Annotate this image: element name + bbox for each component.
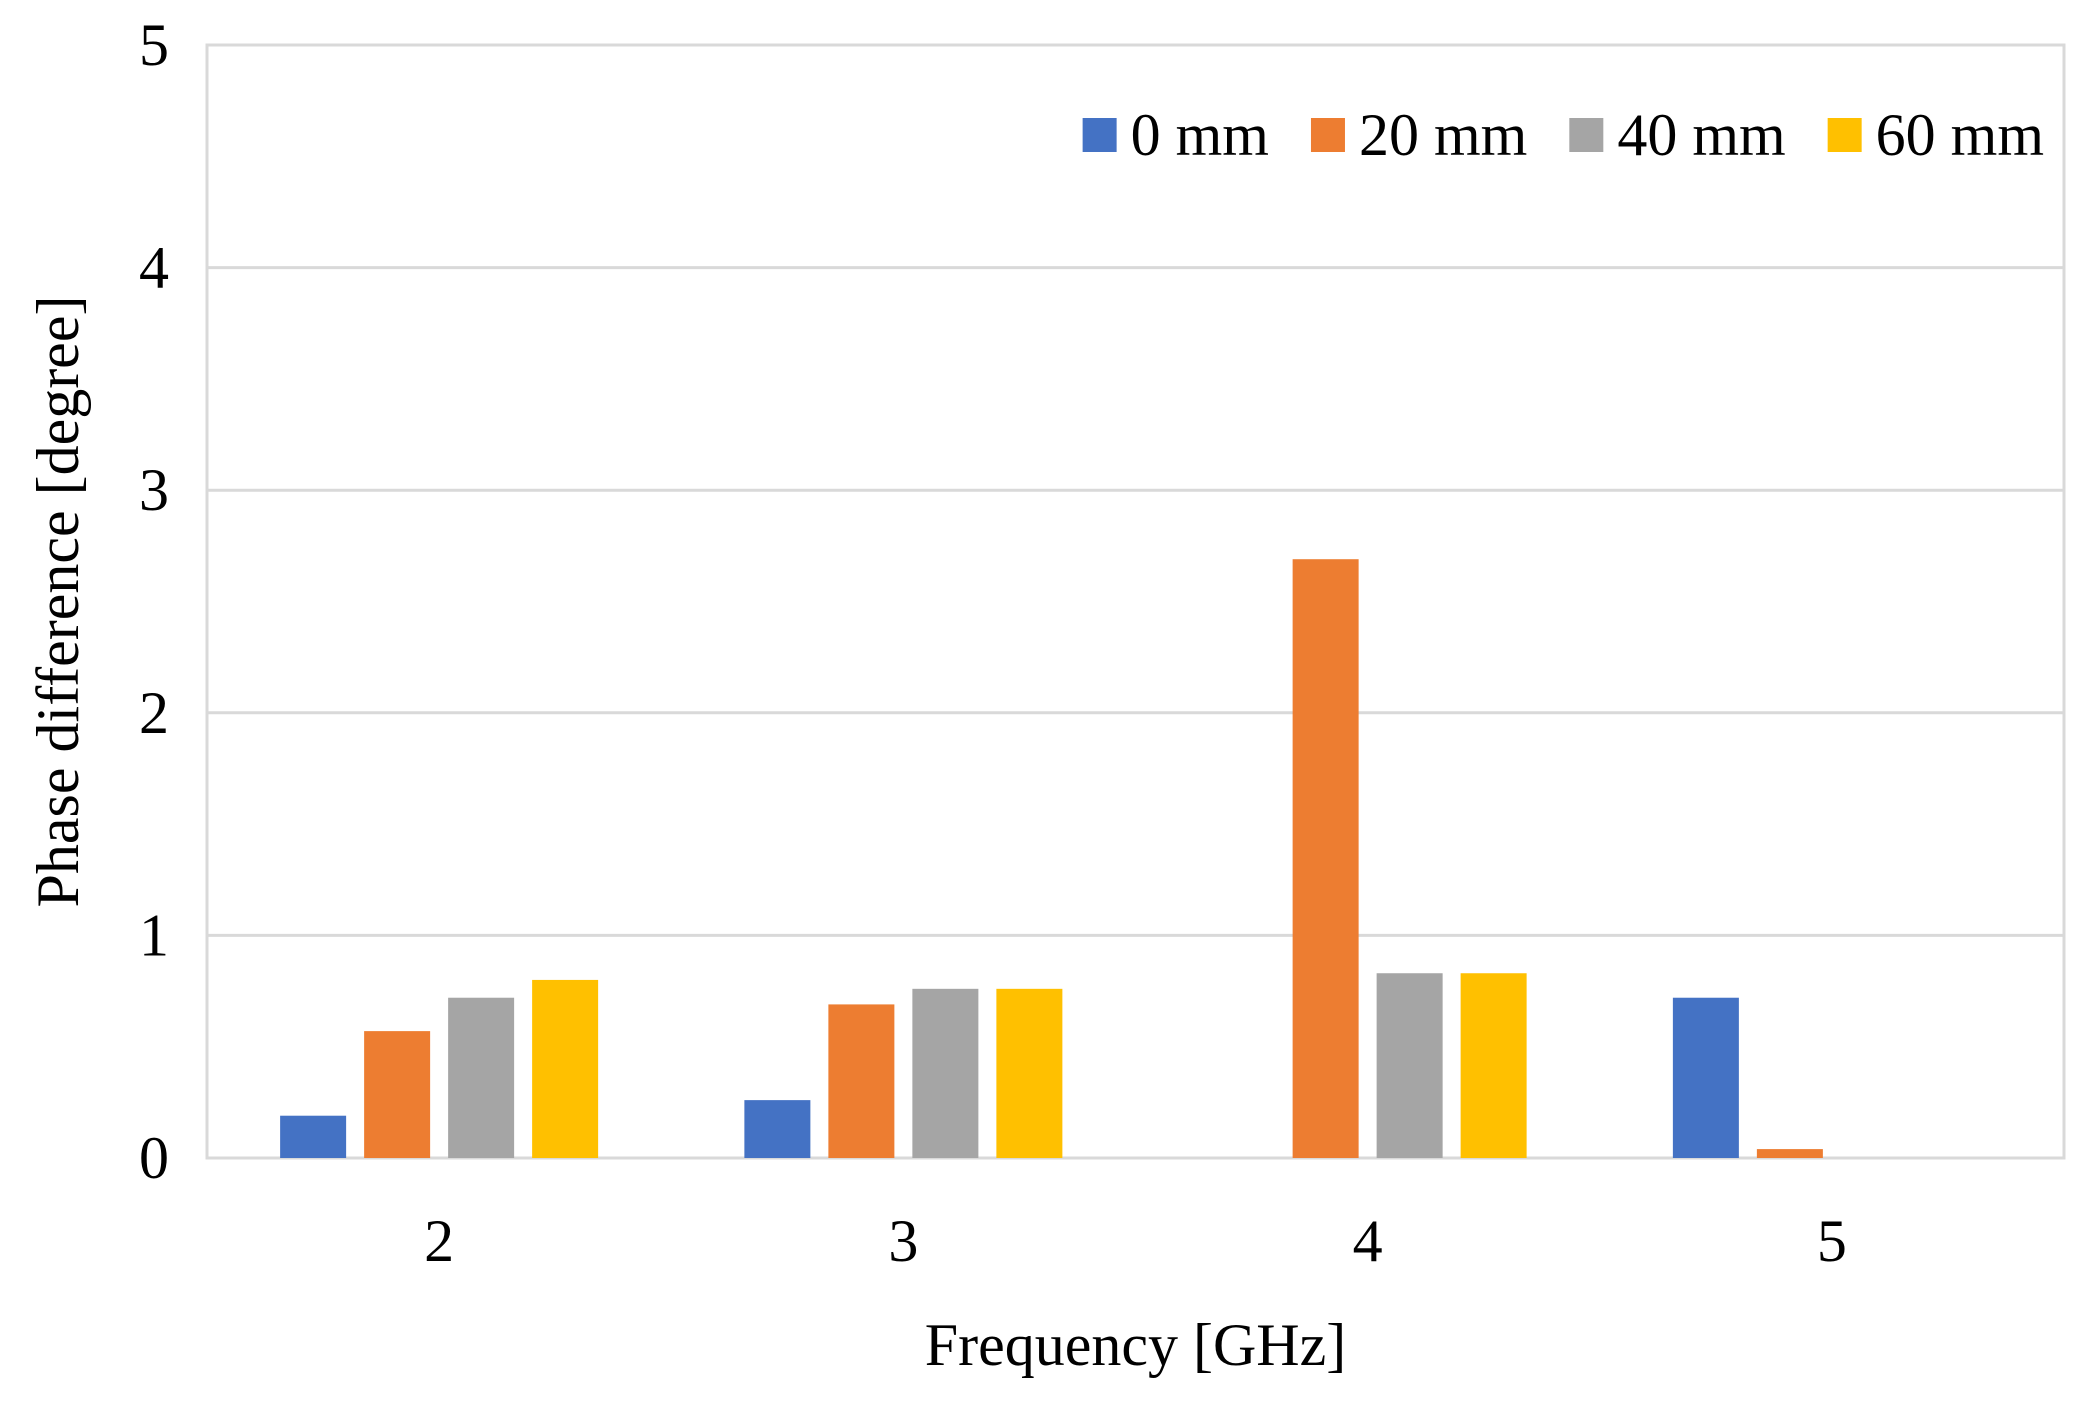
legend-swatch-60mm [1827,118,1862,152]
x-tick-label: 4 [1353,1208,1383,1274]
bar-40mm-3GHz [912,988,979,1158]
bar-0mm-3GHz [744,1100,811,1158]
x-tick-labels: 2 3 4 5 [424,1208,1847,1274]
y-tick-label: 3 [139,457,169,523]
legend: 0 mm 20 mm 40 mm 60 mm [1082,102,2044,168]
bar-40mm-4GHz [1376,973,1443,1158]
plot-area-frame [205,43,2066,1160]
y-tick-labels: 0 1 2 3 4 5 [139,12,169,1191]
y-axis-label: Phase difference [degree] [25,296,91,908]
bar-60mm-4GHz [1460,973,1527,1158]
bar-0mm-2GHz [280,1115,347,1158]
bar-60mm-2GHz [532,979,599,1158]
legend-label: 20 mm [1359,102,1527,168]
x-tick-label: 3 [888,1208,918,1274]
y-tick-label: 4 [139,235,169,301]
bar-20mm-3GHz [828,1004,895,1158]
bar-20mm-5GHz [1756,1149,1823,1158]
y-tick-label: 1 [139,902,169,968]
y-tick-label: 5 [139,12,169,78]
legend-label: 40 mm [1617,102,1785,168]
legend-label: 0 mm [1131,102,1269,168]
legend-label: 60 mm [1876,102,2044,168]
y-tick-label: 2 [139,680,169,746]
x-axis-label: Frequency [GHz] [925,1312,1347,1378]
legend-swatch-0mm [1082,118,1117,152]
bar-40mm-2GHz [448,997,515,1158]
y-tick-label: 0 [139,1125,169,1191]
legend-swatch-20mm [1310,118,1345,152]
bar-0mm-5GHz [1672,997,1739,1158]
bar-20mm-2GHz [364,1031,431,1158]
legend-swatch-40mm [1569,118,1604,152]
x-tick-label: 5 [1817,1208,1847,1274]
x-tick-label: 2 [424,1208,454,1274]
bar-60mm-3GHz [996,988,1063,1158]
bar-20mm-4GHz [1292,559,1359,1158]
bars [280,559,1823,1158]
